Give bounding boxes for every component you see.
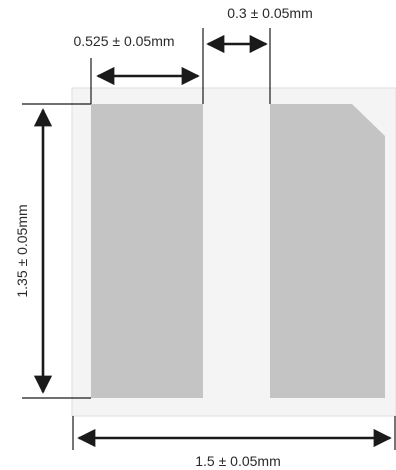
right-pad bbox=[270, 104, 385, 398]
total-width-label: 1.5 ± 0.05mm bbox=[195, 453, 281, 469]
pad-width-label: 0.525 ± 0.05mm bbox=[73, 33, 174, 49]
left-pad bbox=[91, 104, 203, 398]
extension-lines bbox=[22, 28, 396, 450]
gap-label: 0.3 ± 0.05mm bbox=[227, 5, 313, 21]
height-label: 1.35 ± 0.05mm bbox=[14, 204, 30, 297]
